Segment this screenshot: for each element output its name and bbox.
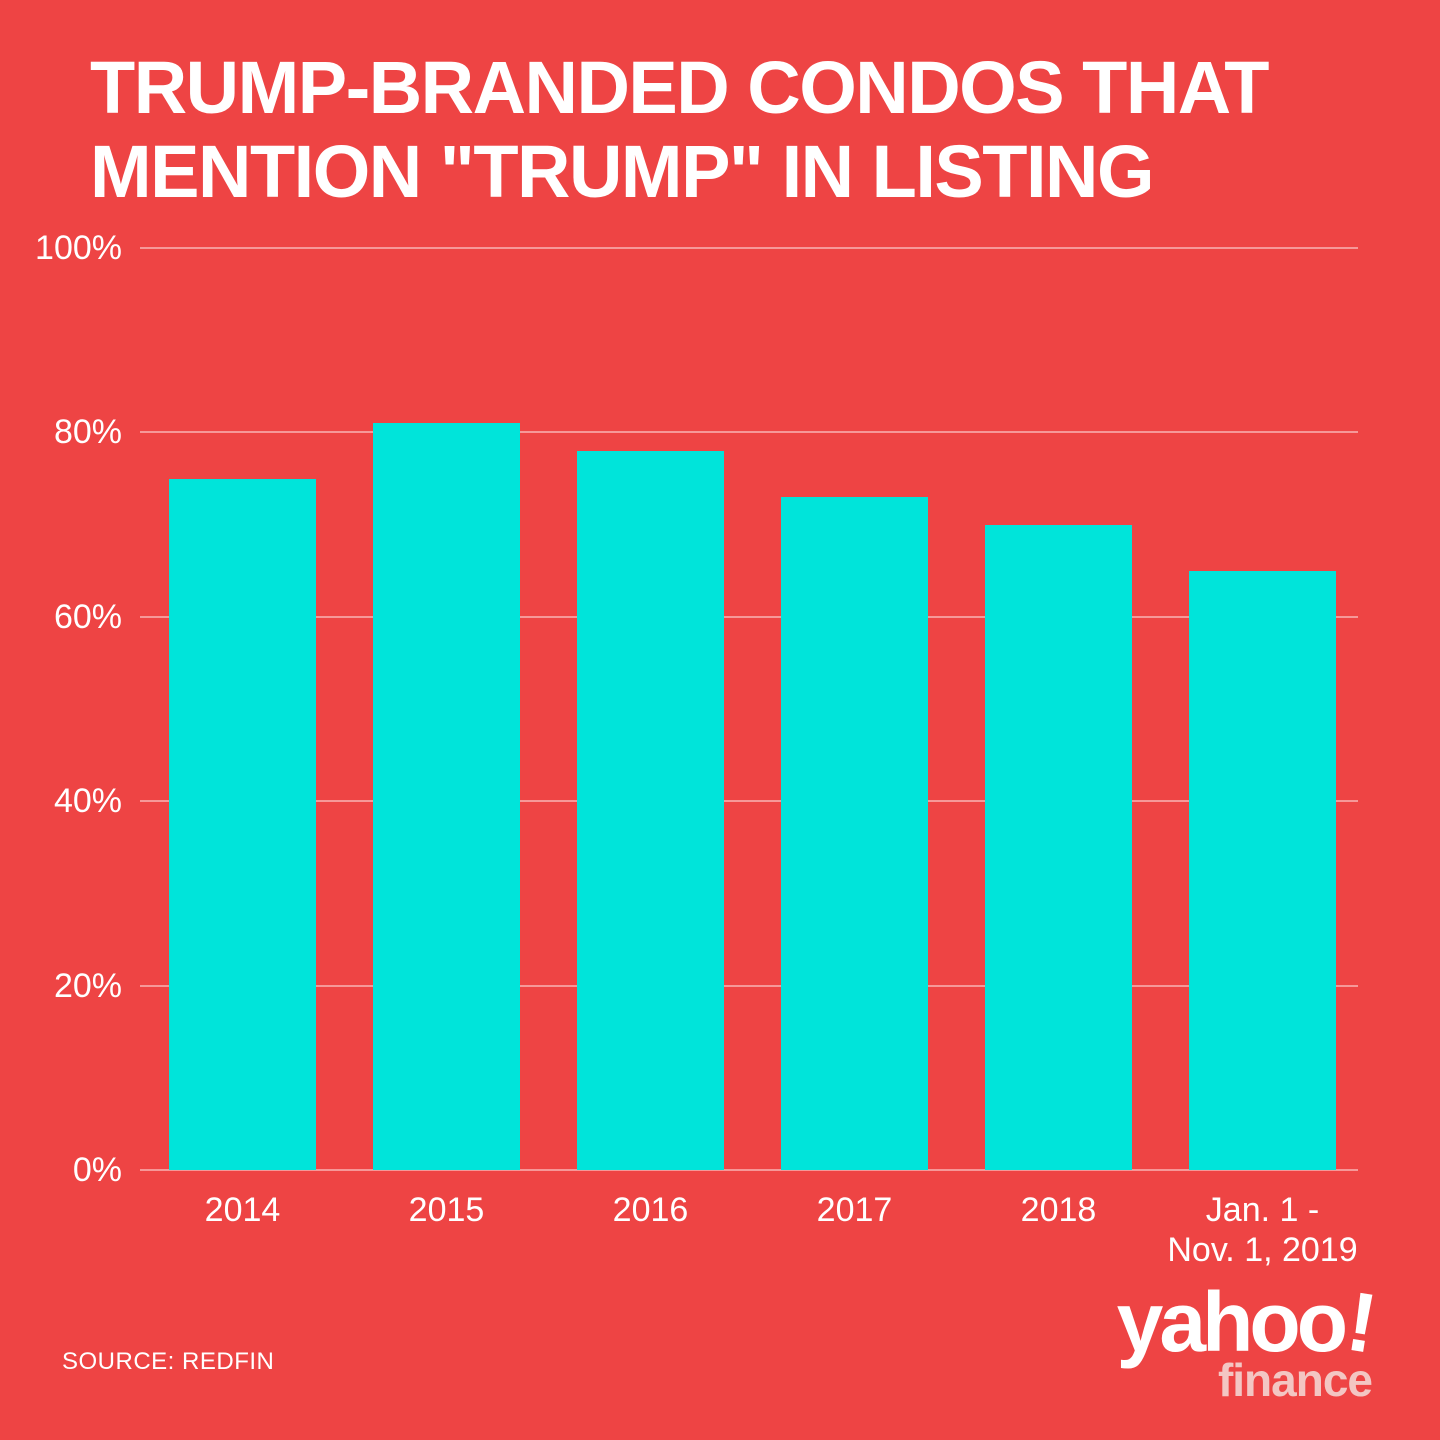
finance-wordmark: finance bbox=[1217, 1354, 1373, 1406]
chart-title-line2: MENTION "TRUMP" IN LISTING bbox=[90, 130, 1155, 213]
y-axis-tick-label-40: 40% bbox=[53, 782, 122, 821]
y-axis-tick-label-80: 80% bbox=[53, 413, 122, 452]
x-axis-tick-label-2014: 2014 bbox=[204, 1191, 281, 1229]
yahoo-wordmark: yahoo! bbox=[1117, 1274, 1380, 1371]
bar-2018 bbox=[985, 524, 1132, 1170]
y-axis-tick-label-60: 60% bbox=[53, 597, 122, 636]
y-axis-tick-label-20: 20% bbox=[53, 966, 122, 1005]
gridline-80pct bbox=[140, 431, 1358, 434]
y-axis-tick-label-0: 0% bbox=[72, 1151, 122, 1189]
bar-2015 bbox=[373, 423, 520, 1170]
gridline-100pct bbox=[140, 247, 1358, 249]
x-axis-tick-label-2015: 2015 bbox=[408, 1191, 485, 1229]
bar-2017 bbox=[781, 496, 928, 1170]
gridline-20pct bbox=[140, 984, 1358, 987]
bar-2016 bbox=[577, 450, 724, 1170]
x-axis-tick-label-2017: 2017 bbox=[816, 1191, 893, 1229]
x-axis-tick-label-2018: 2018 bbox=[1020, 1191, 1097, 1229]
chart-title-line1: TRUMP-BRANDED CONDOS THAT bbox=[90, 46, 1269, 129]
chart-title: TRUMP-BRANDED CONDOS THAT MENTION "TRUMP… bbox=[90, 46, 1269, 214]
gridline-0pct bbox=[140, 1169, 1358, 1171]
y-axis-tick-label-100: 100% bbox=[35, 229, 122, 267]
yahoo-wordmark-text: yahoo bbox=[1116, 1275, 1348, 1369]
bar-2014 bbox=[169, 478, 316, 1170]
gridline-40pct bbox=[140, 800, 1358, 803]
bar-chart: 0% 20% 40% 60% 80% 100% 2014 2015 2016 2017 2018 Ja… bbox=[0, 231, 1440, 1269]
yahoo-bang-icon: ! bbox=[1340, 1273, 1380, 1371]
x-axis-tick-label-jan-1-nov-1-2019: Jan. 1 - Nov. 1, 2019 bbox=[1167, 1191, 1358, 1269]
bar-jan-1-nov-1-2019 bbox=[1189, 570, 1336, 1170]
gridline-60pct bbox=[140, 615, 1358, 618]
source-label: SOURCE: REDFIN bbox=[62, 1348, 275, 1375]
yahoo-finance-logo: yahoo! finance bbox=[1117, 1274, 1380, 1406]
x-axis-tick-label-2016: 2016 bbox=[612, 1191, 689, 1229]
